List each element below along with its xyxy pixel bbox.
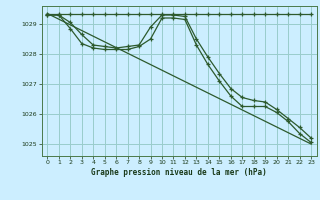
- X-axis label: Graphe pression niveau de la mer (hPa): Graphe pression niveau de la mer (hPa): [91, 168, 267, 177]
